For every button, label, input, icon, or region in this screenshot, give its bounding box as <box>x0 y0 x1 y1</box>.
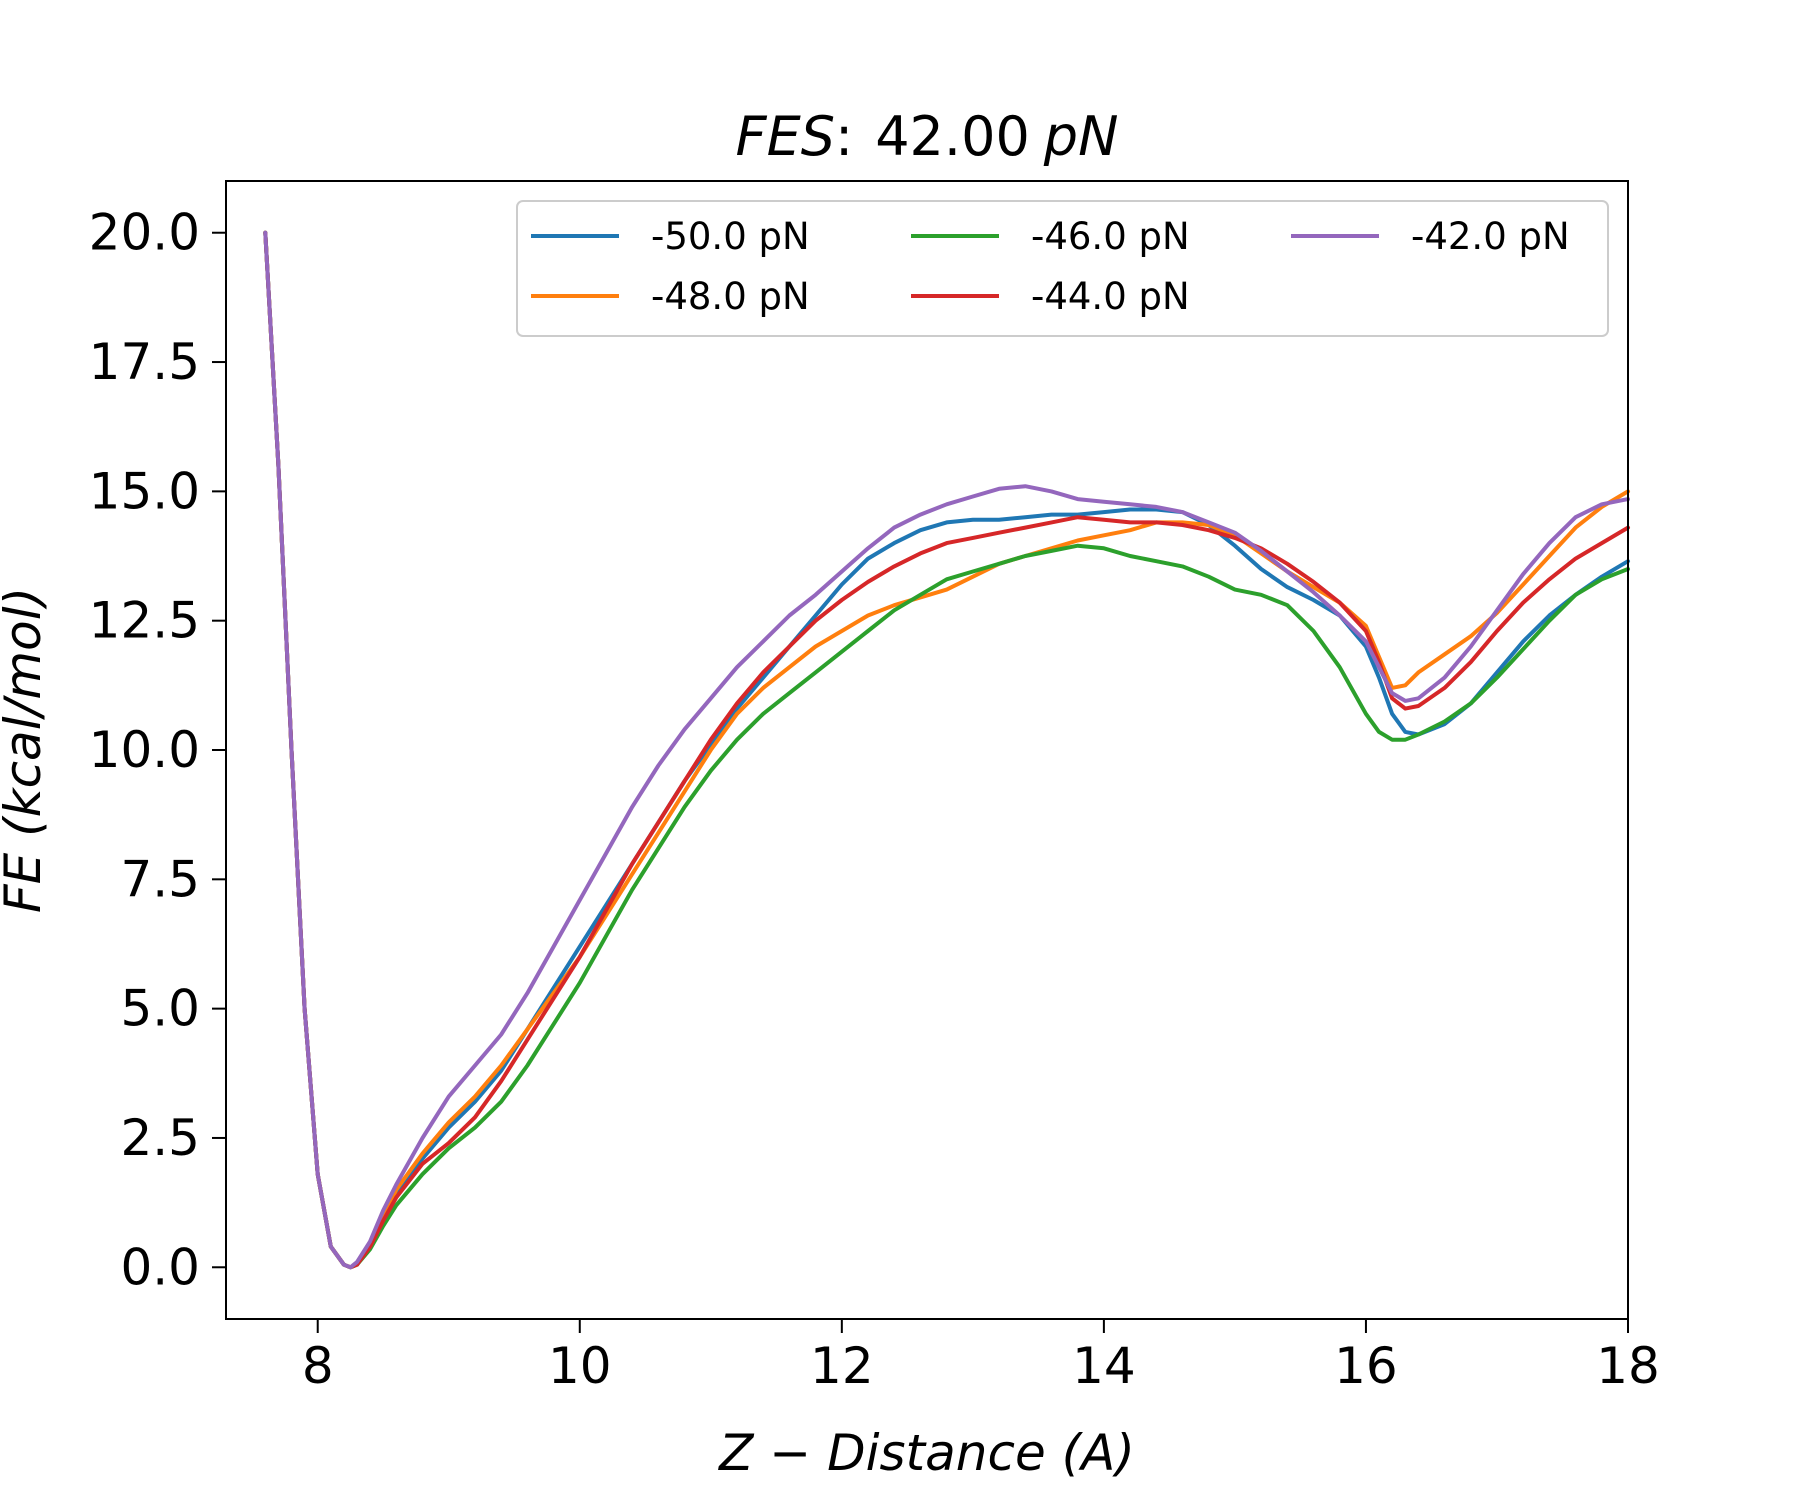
x-tick-label: 18 <box>1596 1337 1660 1395</box>
y-tick-label: 2.5 <box>120 1109 200 1167</box>
series-line-44-0-pn <box>263 230 1630 1270</box>
legend-label-42-0-pn: -42.0 pN <box>1411 215 1570 258</box>
y-tick-label: 0.0 <box>120 1238 200 1296</box>
y-tick-label: 15.0 <box>89 462 200 520</box>
y-tick-label: 5.0 <box>120 980 200 1038</box>
x-tick-label: 16 <box>1334 1337 1398 1395</box>
plot-frame <box>225 180 1629 1320</box>
chart-title-italic-prefix: FES <box>736 105 835 168</box>
y-tick-label: 10.0 <box>89 721 200 779</box>
y-axis-ticks: 0.0 2.5 5.0 7.5 10.0 12.5 15.0 17.5 20.0 <box>89 204 226 1296</box>
legend-label-46-0-pn: -46.0 pN <box>1031 215 1190 258</box>
series-line-46-0-pn <box>263 230 1630 1270</box>
chart-title: FES: 42.00 pN <box>736 105 1119 168</box>
series-line-50-0-pn <box>263 230 1630 1270</box>
y-tick-label: 20.0 <box>89 204 200 262</box>
x-tick-label: 14 <box>1072 1337 1136 1395</box>
legend-entries: -50.0 pN -48.0 pN -46.0 pN -44.0 pN -42.0 pN <box>531 215 1570 318</box>
x-axis-ticks: 8 10 12 14 16 18 <box>302 1319 1660 1395</box>
y-tick-label: 17.5 <box>89 333 200 391</box>
legend-label-48-0-pn: -48.0 pN <box>651 275 810 318</box>
y-tick-label: 12.5 <box>89 592 200 650</box>
chart-title-italic-unit: pN <box>1043 105 1119 168</box>
x-tick-label: 10 <box>548 1337 612 1395</box>
x-axis-title: Z − Distance (A) <box>717 1424 1135 1482</box>
series-line-48-0-pn <box>263 230 1630 1270</box>
legend-label-50-0-pn: -50.0 pN <box>651 215 810 258</box>
legend: -50.0 pN -48.0 pN -46.0 pN -44.0 pN -42.0 pN <box>516 200 1609 337</box>
chart-title-colon: : <box>835 105 853 168</box>
series-line-42-0-pn <box>263 230 1630 1270</box>
x-tick-label: 8 <box>302 1337 334 1395</box>
legend-label-44-0-pn: -44.0 pN <box>1031 275 1190 318</box>
chart-title-number: 42.00 <box>875 105 1030 168</box>
y-tick-label: 7.5 <box>120 850 200 908</box>
y-axis-title: FE (kcal/mol) <box>0 587 52 913</box>
series-layer <box>263 230 1630 1270</box>
x-tick-label: 12 <box>810 1337 874 1395</box>
